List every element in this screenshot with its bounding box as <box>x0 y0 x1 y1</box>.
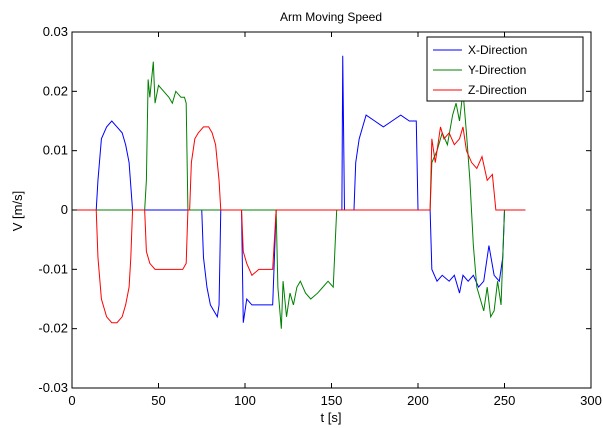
x-tick-label: 50 <box>151 393 165 408</box>
series-layer <box>72 55 526 329</box>
series-line-z-direction <box>72 126 526 324</box>
legend-label: Z-Direction <box>468 83 527 97</box>
y-tick-label: 0.01 <box>43 143 68 158</box>
legend: X-Direction Y-Direction Z-Direction <box>426 36 584 102</box>
chart-title: Arm Moving Speed <box>280 10 382 24</box>
x-tick-label: 300 <box>580 393 602 408</box>
x-tick-label: 150 <box>321 393 343 408</box>
y-tick-label: 0 <box>61 202 68 217</box>
tick-layer: 0 50 100 150 200 250 300 -0.03 -0.02 -0.01 0 0.01 0.… <box>38 24 601 408</box>
y-axis-label: V [m/s] <box>10 191 25 231</box>
y-tick-label: 0.03 <box>43 24 68 39</box>
x-tick-label: 250 <box>494 393 516 408</box>
x-tick-label: 100 <box>234 393 256 408</box>
legend-label: X-Direction <box>468 43 527 57</box>
legend-label: Y-Direction <box>468 63 526 77</box>
x-axis-label: t [s] <box>321 410 342 425</box>
y-tick-label: 0.02 <box>43 83 68 98</box>
y-tick-label: -0.02 <box>38 321 68 336</box>
x-tick-label: 0 <box>68 393 75 408</box>
y-tick-label: -0.01 <box>38 261 68 276</box>
y-tick-label: -0.03 <box>38 380 68 395</box>
series-line-y-direction <box>72 61 526 329</box>
x-tick-label: 200 <box>407 393 429 408</box>
